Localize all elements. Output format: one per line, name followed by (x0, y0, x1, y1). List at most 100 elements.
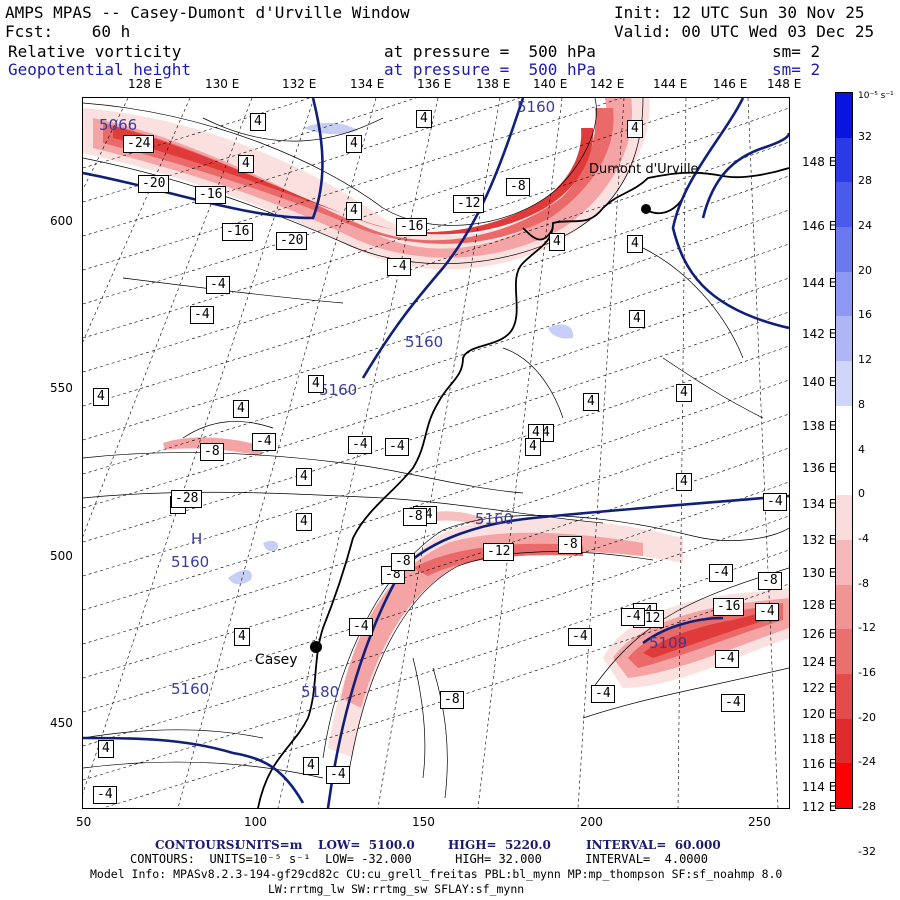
vorticity-label: 4 (303, 757, 319, 775)
vorticity-label: -8 (403, 508, 427, 526)
height-label: 5160 (171, 553, 210, 571)
parallel-line (83, 209, 789, 441)
vorticity-label: 4 (308, 375, 324, 393)
height-label: 5160 (171, 680, 210, 698)
parallel-line (83, 98, 521, 237)
meridian-line (83, 98, 253, 537)
vorticity-label: 4 (93, 388, 109, 406)
casey-label: Casey (255, 652, 298, 668)
colorbar-label: -4 (858, 531, 869, 545)
parallel-line (83, 277, 789, 509)
height-contours (83, 98, 789, 808)
colorbar-label: -8 (858, 576, 869, 590)
map-panel: Dumont d'Urville Casey 5160 5160 5160 5160 5… (82, 97, 790, 809)
x-tick-label: 250 (748, 815, 771, 829)
map-canvas (83, 98, 789, 808)
vorticity-label: -8 (391, 553, 415, 571)
vorticity-label: 4 (233, 400, 249, 418)
field2-name: Geopotential height (8, 60, 192, 79)
parallel-line (83, 447, 789, 679)
longitude-label: 142 E (590, 77, 625, 91)
vorticity-label: -4 (621, 608, 645, 626)
y-tick-label: 550 (50, 381, 73, 395)
latlon-grid (83, 98, 789, 808)
vorticity-label: 4 (676, 384, 692, 402)
height-label: 5160 (319, 381, 358, 399)
vorticity-label: -20 (138, 175, 170, 193)
vorticity-label: -16 (713, 598, 745, 616)
shading-upper-band (83, 98, 650, 270)
colorbar-label: -28 (858, 800, 876, 813)
right-edge-label: 118 E (802, 732, 837, 746)
vorticity-label: -4 (387, 258, 411, 276)
colorbar-swatch (836, 227, 852, 273)
forecast-hour: Fcst: 60 h (5, 22, 131, 41)
colorbar-swatch (836, 495, 852, 541)
title: AMPS MPAS -- Casey-Dumont d'Urville Wind… (5, 3, 410, 22)
vorticity-label: -4 (568, 628, 592, 646)
parallel-line (83, 549, 789, 781)
parallel-line (83, 98, 417, 203)
colorbar-label: 0 (858, 487, 865, 501)
colorbar-swatch (836, 137, 852, 183)
y-tick-label: 600 (50, 214, 73, 228)
colorbar-label: 16 (858, 308, 872, 322)
vorticity-label: 4 (549, 233, 565, 251)
height-label: 5180 (301, 683, 340, 701)
vorticity-label: -4 (591, 685, 615, 703)
vorticity-label: -28 (171, 490, 203, 508)
colorbar-label: -16 (858, 665, 876, 679)
vorticity-label: -16 (222, 223, 254, 241)
right-edge-label: 120 E (802, 707, 837, 721)
casey-marker (310, 641, 322, 653)
vorticity-label: 4 (346, 135, 362, 153)
vorticity-label: 4 (627, 235, 643, 253)
right-edge-label: 114 E (802, 780, 837, 794)
meridian-line (83, 98, 191, 343)
longitude-label: 148 E (767, 77, 802, 91)
vorticity-label: 4 (250, 113, 266, 131)
meridian-line (577, 98, 625, 808)
meridian-line (177, 98, 377, 808)
init-time: Init: 12 UTC Sun 30 Nov 25 (614, 3, 865, 22)
y-tick-label: 450 (50, 716, 73, 730)
vorticity-label: 4 (525, 438, 541, 456)
vorticity-label: -8 (506, 178, 530, 196)
longitude-label: 144 E (653, 77, 688, 91)
colorbar-swatch (836, 629, 852, 675)
vorticity-label: -12 (483, 543, 515, 561)
right-edge-label: 122 E (802, 681, 837, 695)
x-tick-label: 100 (244, 815, 267, 829)
meridian-line (377, 98, 501, 808)
colorbar-swatch (836, 271, 852, 317)
parallel-line (83, 413, 789, 645)
vorticity-label: -8 (758, 572, 782, 590)
colorbar-label: 24 (858, 219, 872, 233)
meridian-line (83, 98, 315, 794)
vorticity-label: -12 (453, 195, 485, 213)
colorbar-label: 8 (858, 397, 865, 411)
dumont-durville-label: Dumont d'Urville (589, 162, 699, 177)
parallel-line (83, 311, 789, 543)
right-edge-label: 128 E (802, 598, 837, 612)
right-edge-label: 112 E (802, 800, 837, 814)
vorticity-label: -24 (123, 135, 155, 153)
vorticity-label: 4 (296, 468, 312, 486)
parallel-line (83, 98, 311, 169)
field1-smoothing: sm= 2 (772, 42, 821, 61)
colorbar-swatch (836, 763, 852, 809)
vorticity-label: -16 (396, 218, 428, 236)
contours1-high: HIGH= 5220.0 (448, 838, 551, 852)
vorticity-label: 4 (583, 393, 599, 411)
longitude-label: 138 E (476, 77, 511, 91)
longitude-label: 146 E (713, 77, 748, 91)
colorbar-label: 12 (858, 353, 872, 367)
colorbar-label: -12 (858, 621, 876, 635)
right-edge-label: 148 E (802, 155, 837, 169)
parallel-line (83, 243, 789, 475)
meridian-line (477, 98, 563, 808)
parallel-line (83, 107, 789, 339)
vorticity-label: -4 (252, 433, 276, 451)
right-edge-label: 140 E (802, 375, 837, 389)
height-label: 5160 (475, 510, 514, 528)
